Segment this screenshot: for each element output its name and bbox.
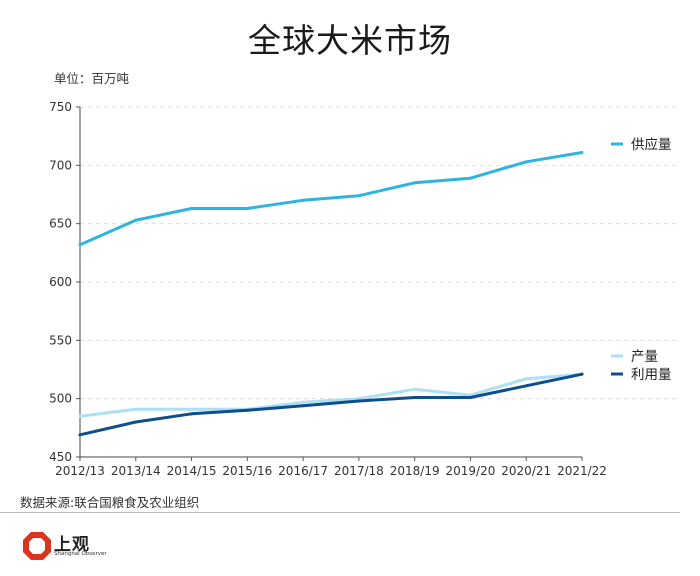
y-tick-label: 450 [49,450,72,464]
source-note: 数据来源:联合国粮食及农业组织 [20,495,200,510]
data-point [524,160,528,164]
data-point [245,408,249,412]
x-tick-label: 2013/14 [111,464,161,478]
y-tick-label: 500 [49,392,72,406]
data-point [190,407,194,411]
data-point [301,404,305,408]
brand-name: 上观 [54,535,90,555]
x-tick-label: 2018/19 [390,464,440,478]
data-point [357,397,361,401]
data-point [190,412,194,416]
data-point [357,194,361,198]
y-tick-label: 750 [49,100,72,114]
x-tick-label: 2014/15 [167,464,217,478]
data-point [580,372,584,376]
brand-tagline: Shanghai Observer [54,551,107,557]
series-lines [78,151,584,437]
data-point [134,407,138,411]
data-point [245,207,249,210]
series-line-1 [78,372,584,418]
data-point [413,387,417,391]
chart-title: 全球大米市场 [248,21,452,60]
legend-label: 利用量 [631,367,672,383]
data-point [468,176,472,180]
data-point [468,396,472,399]
x-tick-label: 2020/21 [501,464,551,478]
series-line-0 [78,151,584,247]
data-point [134,218,138,222]
legend-label: 产量 [631,349,658,365]
data-point [413,396,417,399]
unit-label: 单位：百万吨 [54,71,130,86]
data-point [78,414,82,418]
y-tick-label: 550 [49,333,72,347]
x-tick-label: 2021/22 [557,464,607,478]
data-point [524,377,528,381]
x-tick-label: 2017/18 [334,464,384,478]
data-point [357,399,361,403]
y-tick-label: 600 [49,275,72,289]
x-tick-label: 2019/20 [446,464,496,478]
axes: 450 500 550 600 650 700 750 2012/13 2013/14 2014/… [49,100,607,478]
footer-divider [0,512,680,513]
data-point [78,433,82,437]
grid-lines [80,106,680,400]
line-chart: 450 500 550 600 650 700 750 2012/13 2013/14 2014/… [49,100,680,478]
brand-logo: 上观 Shanghai Observer [22,530,122,562]
x-tick-label: 2015/16 [222,464,272,478]
data-point [301,400,305,404]
legend-label: 供应量 [631,136,672,153]
data-point [190,207,194,210]
data-point [524,384,528,388]
data-point [78,243,82,247]
y-tick-label: 700 [49,158,72,172]
x-tick-label: 2012/13 [55,464,105,478]
data-point [413,181,417,185]
data-point [134,420,138,424]
y-tick-label: 650 [49,217,72,231]
data-point [301,198,305,202]
series-line-2 [78,372,584,437]
brand-mark-icon [23,532,51,560]
x-tick-label: 2016/17 [278,464,328,478]
data-point [580,151,584,154]
